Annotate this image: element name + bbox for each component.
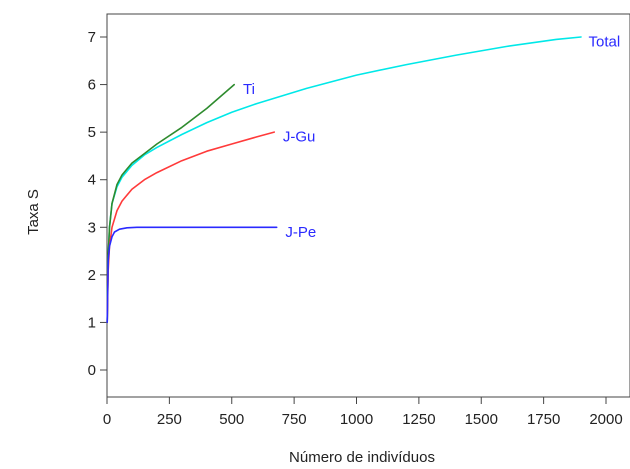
x-tick-label: 1750	[527, 411, 560, 428]
x-tick-label: 1250	[402, 411, 435, 428]
series-line-ti	[106, 83, 235, 324]
plot-frame	[106, 13, 630, 398]
x-axis-ticks: 0 250 500 750 1000 1250 1500 1750 2000	[103, 397, 623, 428]
y-axis-title: Taxa S	[25, 189, 42, 235]
x-tick-label: 1000	[340, 411, 373, 428]
series-label-j-pe: J-Pe	[285, 224, 316, 241]
series-line-j-pe	[106, 226, 278, 324]
y-tick-label: 2	[88, 267, 96, 284]
series-labels: Total Ti J-Gu J-Pe	[243, 34, 620, 241]
series-label-ti: Ti	[243, 81, 255, 98]
x-tick-label: 250	[157, 411, 182, 428]
y-tick-label: 5	[88, 124, 96, 141]
series-lines	[106, 36, 582, 324]
series-label-total: Total	[589, 34, 621, 51]
y-tick-label: 4	[88, 172, 96, 189]
y-tick-label: 1	[88, 314, 96, 331]
y-tick-label: 6	[88, 77, 96, 94]
y-tick-label: 0	[88, 362, 96, 379]
y-axis-ticks: 0 1 2 3 4 5 6 7	[88, 29, 107, 379]
series-label-j-gu: J-Gu	[283, 129, 316, 146]
x-axis-title: Número de indivíduos	[289, 449, 435, 466]
x-tick-label: 1500	[465, 411, 498, 428]
x-tick-label: 750	[282, 411, 307, 428]
y-tick-label: 7	[88, 29, 96, 46]
x-tick-label: 500	[219, 411, 244, 428]
series-line-total	[106, 36, 582, 324]
x-tick-label: 2000	[589, 411, 622, 428]
x-tick-label: 0	[103, 411, 111, 428]
y-tick-label: 3	[88, 219, 96, 236]
